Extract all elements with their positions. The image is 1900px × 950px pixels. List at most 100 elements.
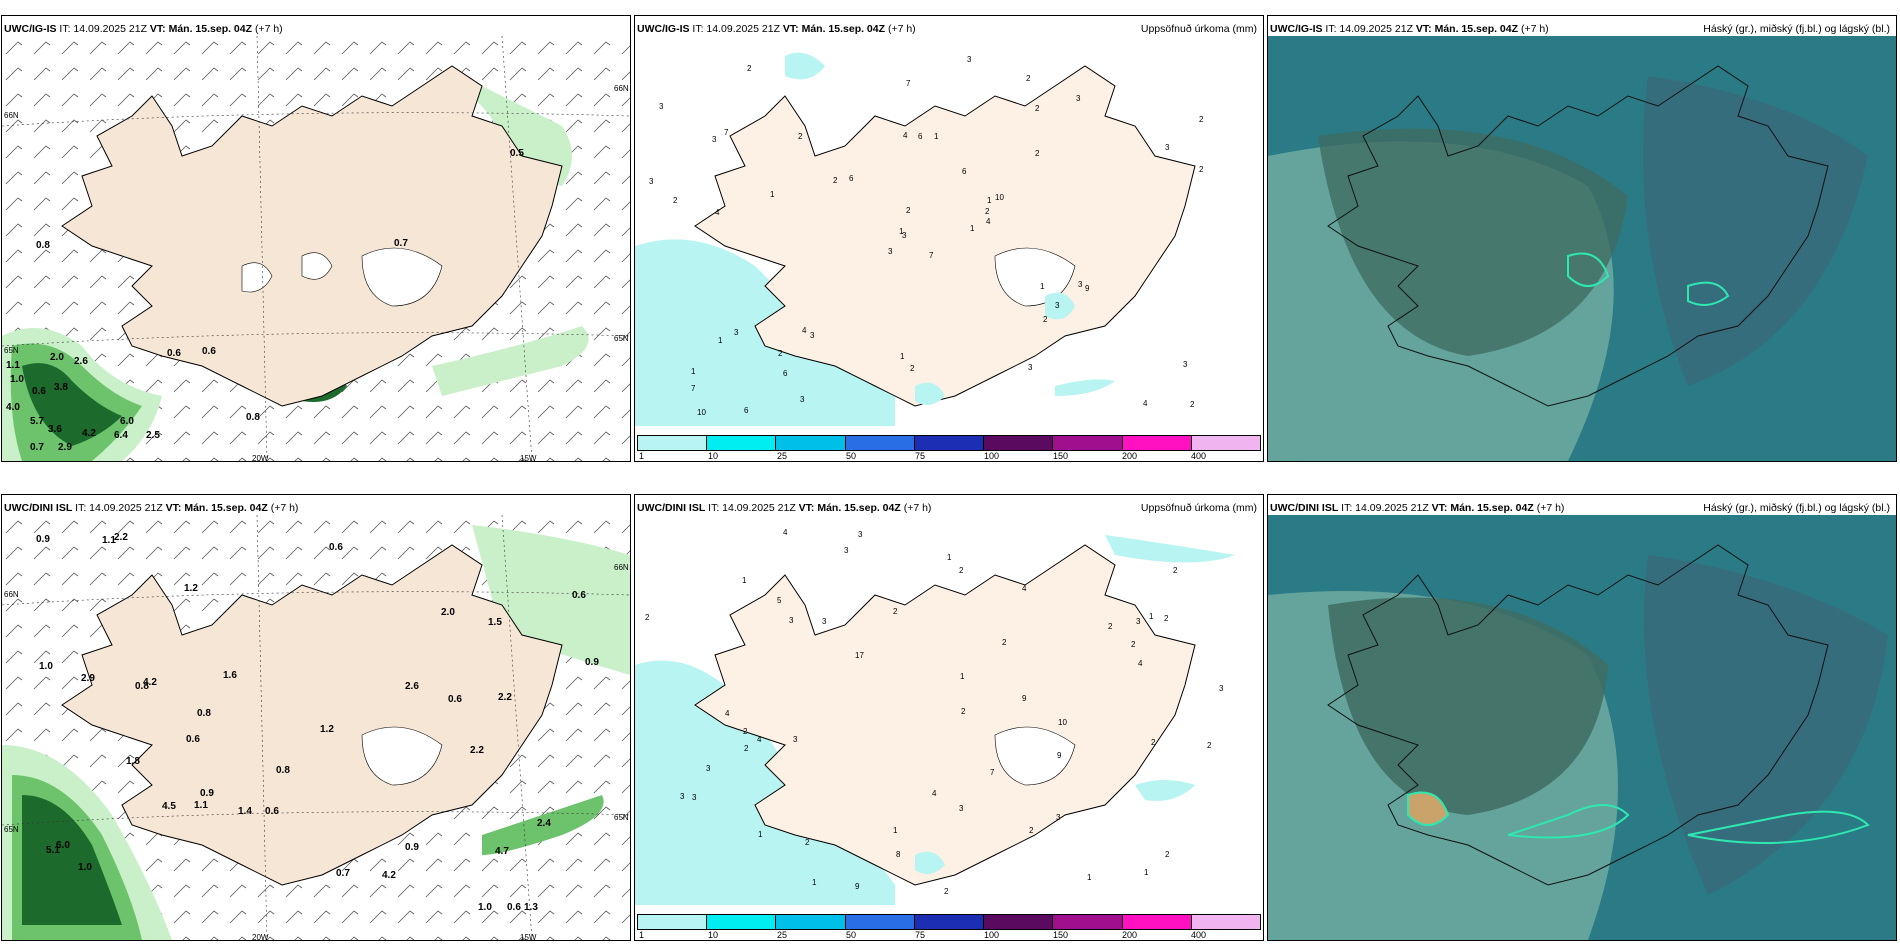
lat-65n-label-left: 65N (4, 346, 19, 355)
precip-value: 6 (783, 369, 788, 378)
precip-value: 2 (1199, 115, 1204, 124)
colorbar-label: 10 (708, 930, 719, 940)
wind-value: 0.7 (394, 238, 408, 249)
precip-value: 3 (844, 546, 849, 555)
colorbar-cell (914, 915, 985, 929)
wind-value: 1.6 (223, 670, 237, 681)
precip-value: 3 (1136, 617, 1141, 626)
wind-value: 0.9 (585, 657, 599, 668)
precip-value: 4 (1138, 659, 1143, 668)
precip-value: 3 (1183, 360, 1188, 369)
wind-value: 1.2 (320, 724, 334, 735)
lat-66n-label-right: 66N (614, 84, 629, 93)
wind-value: 0.6 (572, 590, 586, 601)
precip-value: 3 (734, 328, 739, 337)
wind-value: 0.6 (202, 346, 216, 357)
precip-value: 4 (725, 709, 730, 718)
wind-value: 2.6 (74, 356, 88, 367)
colorbar-label: 50 (846, 930, 857, 940)
precip-value: 8 (896, 850, 901, 859)
precip-value: 17 (855, 651, 864, 660)
wind-value: 0.5 (510, 148, 524, 159)
precip-value: 2 (1173, 566, 1178, 575)
wind-value: 0.6 (448, 694, 462, 705)
wind-value: 2.6 (405, 681, 419, 692)
wind-value: 0.8 (246, 412, 260, 423)
precip-value: 1 (812, 878, 817, 887)
precip-value: 1 (1087, 873, 1092, 882)
precip-value: 4 (1143, 399, 1148, 408)
precip-value: 2 (1043, 315, 1048, 324)
panel-header: UWC/IG-IS IT: 14.09.2025 21Z VT: Mán. 15… (1270, 23, 1549, 35)
lat-66n-label-right: 66N (614, 563, 629, 572)
colorbar-label: 200 (1122, 451, 1138, 461)
wind-value: 1.0 (10, 374, 24, 385)
wind-value: 3.8 (54, 382, 68, 393)
precip-value: 3 (1056, 813, 1061, 822)
precip-value: 10 (1058, 718, 1067, 727)
cloud-map (1268, 515, 1896, 940)
colorbar-label: 75 (915, 451, 926, 461)
precip-value: 3 (793, 735, 798, 744)
wind-value: 6.4 (114, 430, 128, 441)
wind-value: 0.7 (336, 868, 350, 879)
colorbar-label: 25 (777, 930, 788, 940)
precip-value: 4 (783, 528, 788, 537)
colorbar-label: 50 (846, 451, 857, 461)
precip-value: 4 (1022, 584, 1027, 593)
colorbar-cell (1053, 436, 1123, 450)
precip-value: 3 (1165, 143, 1170, 152)
colorbar-cell (1191, 436, 1260, 450)
colorbar-cell (1191, 915, 1260, 929)
colorbar-label: 10 (708, 451, 719, 461)
precip-value: 2 (1026, 74, 1031, 83)
precip-value: 7 (990, 768, 995, 777)
precip-value: 3 (1055, 301, 1060, 310)
colorbar-label: 1 (639, 451, 645, 461)
precip-value: 2 (743, 727, 748, 736)
colorbar-cell (1122, 915, 1192, 929)
wind-value: 1.4 (238, 806, 252, 817)
precip-value: 3 (1028, 363, 1033, 372)
colorbar-label: 200 (1122, 930, 1138, 940)
wind-value: 1.1 (6, 360, 20, 371)
lat-66n-label-left: 66N (4, 111, 19, 120)
wind-value: 1.0 (78, 862, 92, 873)
precip-value: 1 (770, 190, 775, 199)
precip-value: 6 (744, 406, 749, 415)
precip-value: 3 (649, 177, 654, 186)
panel-header: UWC/DINI ISL IT: 14.09.2025 21Z VT: Mán.… (4, 502, 299, 514)
precip-value: 3 (692, 793, 697, 802)
wind-value: 0.9 (200, 788, 214, 799)
colorbar-labels: 1 10 25 50 75 100 150 200 400 (637, 451, 1261, 461)
precip-map (635, 36, 1263, 461)
wind-value: 1.1 (102, 535, 116, 546)
precip-value: 2 (1151, 738, 1156, 747)
wind-value: 2.2 (498, 692, 512, 703)
precip-value: 1 (947, 553, 952, 562)
cloud-map (1268, 36, 1896, 461)
wind-value: 1.0 (39, 661, 53, 672)
colorbar-cell (914, 436, 985, 450)
precip-value: 1 (899, 227, 904, 236)
precip-value: 3 (680, 792, 685, 801)
precip-value: 9 (855, 882, 860, 891)
wind-value: 2.2 (470, 745, 484, 756)
precip-value: 2 (893, 607, 898, 616)
precip-value: 2 (1199, 165, 1204, 174)
precip-value: 3 (706, 764, 711, 773)
precip-map (635, 515, 1263, 940)
precip-value: 2 (805, 838, 810, 847)
precip-value: 3 (1219, 684, 1224, 693)
wind-value: 4.7 (495, 846, 509, 857)
wind-value: 0.8 (197, 708, 211, 719)
colorbar-label: 100 (984, 451, 1000, 461)
panel-header: UWC/IG-IS IT: 14.09.2025 21Z VT: Mán. 15… (637, 23, 916, 35)
precip-value: 4 (715, 208, 720, 217)
precip-value: 2 (673, 196, 678, 205)
wind-map (2, 36, 630, 461)
colorbar-label: 150 (1053, 930, 1069, 940)
precip-value: 1 (987, 196, 992, 205)
wind-value: 0.9 (405, 842, 419, 853)
lat-66n-label-left: 66N (4, 590, 19, 599)
